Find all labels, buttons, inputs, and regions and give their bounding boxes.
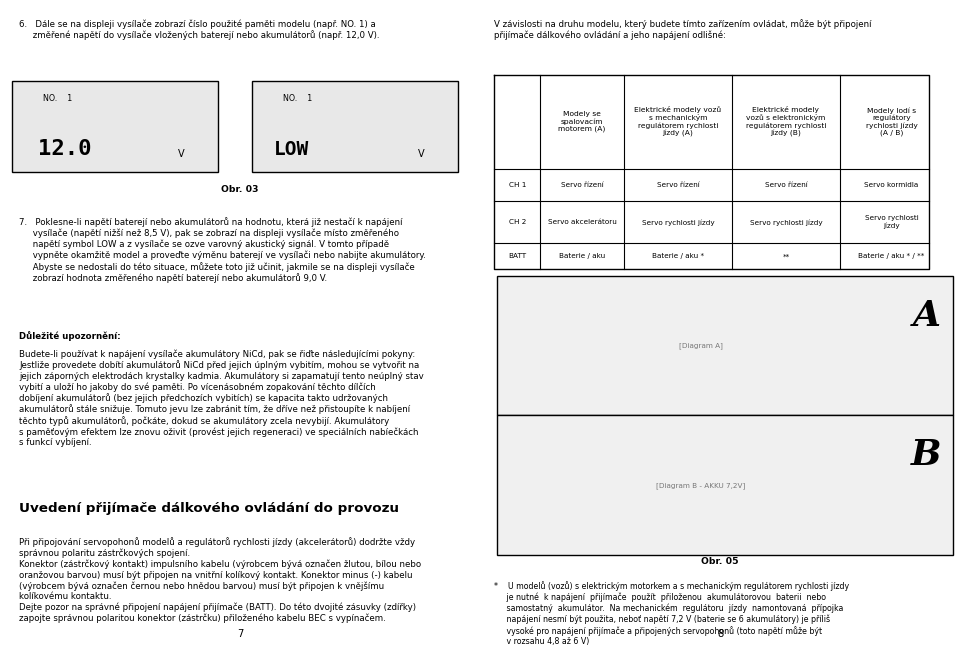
FancyBboxPatch shape — [497, 415, 952, 555]
Text: Servo řízení: Servo řízení — [561, 182, 604, 188]
Text: Servo rychlosti jízdy: Servo rychlosti jízdy — [641, 219, 714, 226]
Text: V: V — [178, 149, 184, 159]
Text: NO.    1: NO. 1 — [283, 94, 312, 103]
Text: Uvedení přijímače dálkového ovládání do provozu: Uvedení přijímače dálkového ovládání do … — [19, 502, 399, 515]
Text: Servo kormidla: Servo kormidla — [864, 182, 919, 188]
FancyBboxPatch shape — [497, 276, 952, 415]
Text: Budete-li používat k napájení vysílače akumulátory NiCd, pak se řiďte následujíc: Budete-li používat k napájení vysílače a… — [19, 349, 424, 447]
Text: Obr. 03: Obr. 03 — [221, 185, 259, 194]
Text: 6.   Dále se na displeji vysílače zobrazí číslo použité paměti modelu (např. NO.: 6. Dále se na displeji vysílače zobrazí … — [19, 19, 380, 40]
FancyBboxPatch shape — [252, 81, 459, 172]
Text: Servo rychlosti
jízdy: Servo rychlosti jízdy — [865, 215, 919, 229]
Text: Baterie / aku *: Baterie / aku * — [652, 253, 704, 260]
Text: Elektrické modely vozů
s mechanickým
regulátorem rychlosti
jízdy (A): Elektrické modely vozů s mechanickým reg… — [635, 106, 722, 137]
Text: **: ** — [782, 253, 790, 260]
Text: 8: 8 — [717, 630, 723, 639]
Text: 7: 7 — [237, 630, 243, 639]
Text: V: V — [418, 149, 424, 159]
Text: Modely se
spalovacím
motorem (A): Modely se spalovacím motorem (A) — [559, 111, 606, 132]
Text: B: B — [911, 438, 942, 472]
Text: CH 1: CH 1 — [509, 182, 526, 188]
Text: Servo akcelerátoru: Servo akcelerátoru — [547, 219, 616, 225]
Text: Při připojování servopohonů modelů a regulátorů rychlosti jízdy (akcelerátorů) d: Při připojování servopohonů modelů a reg… — [19, 537, 421, 623]
Text: Servo řízení: Servo řízení — [657, 182, 700, 188]
Text: Elektrické modely
vozů s elektronickým
regulátorem rychlosti
jízdy (B): Elektrické modely vozů s elektronickým r… — [746, 106, 827, 137]
Text: [Diagram B - AKKU 7,2V]: [Diagram B - AKKU 7,2V] — [657, 482, 745, 489]
Text: Baterie / aku: Baterie / aku — [559, 253, 605, 260]
Text: BATT: BATT — [508, 253, 526, 260]
Text: *    U modelů (vozů) s elektrickým motorkem a s mechanickým regulátorem rychlost: * U modelů (vozů) s elektrickým motorkem… — [494, 582, 850, 646]
Text: V závislosti na druhu modelu, který budete tímto zařízením ovládat, může být při: V závislosti na druhu modelu, který bude… — [494, 19, 872, 40]
Text: 7.   Poklesne-li napětí baterejí nebo akumulátorů na hodnotu, která již nestačí : 7. Poklesne-li napětí baterejí nebo akum… — [19, 217, 426, 283]
Text: A: A — [912, 299, 941, 332]
Text: Servo řízení: Servo řízení — [764, 182, 807, 188]
Text: 12.0: 12.0 — [38, 139, 92, 159]
Text: [Diagram A]: [Diagram A] — [679, 342, 723, 349]
Text: Důležité upozornění:: Důležité upozornění: — [19, 331, 121, 341]
Text: Baterie / aku * / **: Baterie / aku * / ** — [858, 253, 924, 260]
Text: CH 2: CH 2 — [509, 219, 526, 225]
Text: Modely lodí s
regulátory
rychlosti jízdy
(A / B): Modely lodí s regulátory rychlosti jízdy… — [866, 107, 918, 136]
Text: NO.    1: NO. 1 — [43, 94, 72, 103]
Text: Obr. 05: Obr. 05 — [701, 557, 739, 566]
Text: LOW: LOW — [274, 140, 309, 159]
Text: Servo rychlosti jízdy: Servo rychlosti jízdy — [750, 219, 823, 226]
FancyBboxPatch shape — [12, 81, 219, 172]
